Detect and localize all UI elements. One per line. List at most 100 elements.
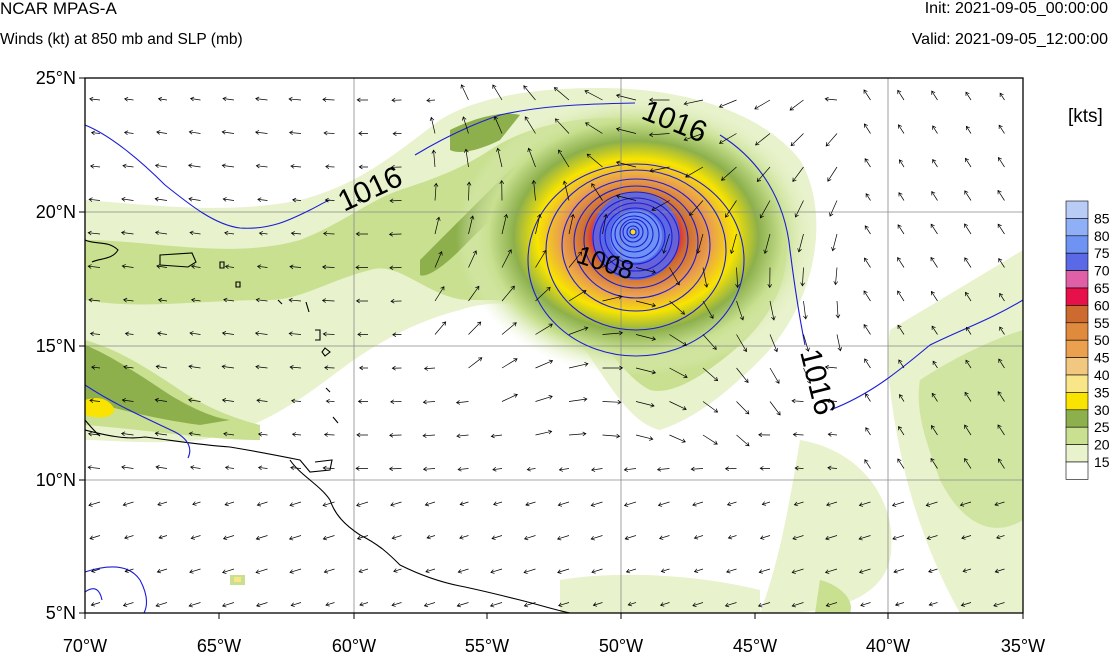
wind-arrow <box>997 391 1005 402</box>
wind-arrow <box>693 568 704 573</box>
wind-arrow <box>288 331 302 337</box>
wind-arrow <box>464 148 469 168</box>
wind-arrow <box>122 602 134 607</box>
wind-arrow <box>221 163 235 169</box>
colorbar-label: 70 <box>1094 263 1110 279</box>
wind-arrow <box>931 325 938 335</box>
wind-arrow <box>291 398 302 404</box>
wind-arrow <box>932 360 938 369</box>
wind-arrow <box>627 601 637 607</box>
wind-arrow <box>255 364 268 370</box>
wind-arrow <box>897 324 905 335</box>
wind-arrow <box>322 97 335 102</box>
wind-arrow <box>683 99 704 106</box>
wind-arrow <box>623 501 637 507</box>
wind-arrow <box>493 115 503 134</box>
wind-arrow <box>964 424 972 436</box>
wind-arrow <box>157 96 168 102</box>
wind-arrow <box>635 300 657 308</box>
wind-arrow <box>192 501 201 506</box>
wind-arrow <box>124 96 134 102</box>
wind-arrow <box>615 127 637 134</box>
wind-arrow <box>389 198 402 204</box>
wind-arrow <box>897 224 905 235</box>
wind-arrow <box>763 233 771 254</box>
wind-arrow <box>931 191 938 201</box>
wind-arrow <box>759 535 771 540</box>
wind-arrow <box>390 501 402 507</box>
wind-arrow <box>355 466 369 471</box>
wind-arrow <box>615 93 637 101</box>
wind-arrow <box>962 568 972 573</box>
wind-arrow <box>391 602 402 607</box>
wind-arrow <box>758 568 771 574</box>
wind-arrow <box>553 87 570 101</box>
wind-arrow <box>997 424 1005 436</box>
wind-arrow <box>964 223 972 235</box>
wind-arrow <box>89 398 101 403</box>
wind-arrow <box>422 399 436 405</box>
wind-arrow <box>256 501 268 507</box>
wind-arrow <box>997 458 1005 469</box>
wind-arrow <box>392 332 402 337</box>
wind-arrow <box>87 230 101 236</box>
wind-arrow <box>590 501 603 507</box>
wind-arrow <box>959 501 972 507</box>
wind-arrow <box>998 124 1005 134</box>
wind-arrow <box>123 130 134 135</box>
wind-arrow <box>721 166 737 181</box>
wind-arrow <box>388 231 402 237</box>
wind-arrow <box>586 153 603 168</box>
wind-arrow <box>825 133 838 147</box>
wind-arrow <box>623 467 637 472</box>
wind-arrow <box>391 97 402 103</box>
wind-arrow <box>591 467 603 472</box>
wind-arrow <box>827 432 838 437</box>
lon-label: 35°W <box>1001 636 1045 656</box>
wind-arrow <box>523 602 536 608</box>
wind-arrow <box>669 267 680 286</box>
wind-arrow <box>90 602 101 607</box>
colorbar-label: 35 <box>1094 384 1110 400</box>
wind-arrow <box>121 197 134 202</box>
wind-arrow <box>157 331 168 336</box>
wind-arrow <box>431 149 437 168</box>
wind-arrow <box>602 433 621 439</box>
wind-arrow <box>899 393 905 402</box>
wind-arrow <box>392 131 402 136</box>
wind-arrow <box>824 96 838 102</box>
wind-arrow <box>221 364 235 370</box>
wind-arrow <box>459 535 469 540</box>
wind-arrow <box>91 568 101 573</box>
colorbar-swatch <box>1065 357 1089 376</box>
wind-arrow <box>930 457 938 469</box>
wind-arrow <box>824 364 838 370</box>
wind-arrow <box>725 200 737 218</box>
wind-arrow <box>657 501 670 507</box>
wind-arrow <box>535 359 554 369</box>
wind-arrow <box>356 501 369 507</box>
wind-arrow <box>836 334 843 352</box>
wind-arrow <box>696 233 704 254</box>
lat-labels: 25°N 20°N 15°N 10°N 5°N <box>36 68 76 623</box>
wind-arrow <box>831 233 838 252</box>
wind-arrow <box>558 602 570 608</box>
wind-arrow <box>188 364 201 369</box>
wind-arrow <box>791 568 804 574</box>
wind-arrow <box>357 332 369 337</box>
wind-arrow <box>726 568 737 574</box>
wind-arrow <box>803 334 810 352</box>
wind-arrow <box>322 264 335 270</box>
wind-arrow <box>864 459 871 469</box>
wind-arrow <box>356 432 369 438</box>
wind-arrow <box>255 163 268 169</box>
wind-arrow <box>468 250 478 268</box>
wind-arrow <box>964 257 972 268</box>
lon-label: 65°W <box>197 636 241 656</box>
wind-arrow <box>87 431 101 437</box>
wind-arrow <box>769 334 779 353</box>
wind-arrow <box>157 297 168 303</box>
wind-arrow <box>222 197 235 202</box>
wind-arrow <box>769 367 780 384</box>
